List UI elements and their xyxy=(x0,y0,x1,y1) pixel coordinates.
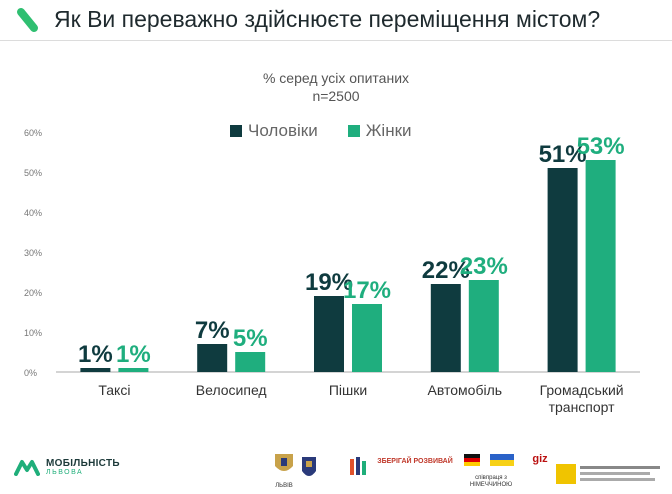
data-label-men: 1% xyxy=(78,341,113,368)
y-tick-label: 60% xyxy=(24,128,42,138)
x-tick-label: Пішки xyxy=(329,382,367,398)
header: Як Ви переважно здійснюєте переміщення м… xyxy=(0,0,672,40)
germany-cooperation-logo: співпраця з НІМЕЧЧИНОЮ xyxy=(460,452,522,488)
bar-women xyxy=(235,352,266,372)
legend-label-men: Чоловіки xyxy=(248,121,318,140)
footer: МОБІЛЬНІСТЬ ЛЬВОВА ЛЬВІВ ЗБЕРІГАЙ РОЗВИВ… xyxy=(0,440,672,489)
data-label-women: 5% xyxy=(233,325,268,352)
lviv-crest-icon xyxy=(275,454,293,471)
legend-item-men: Чоловіки xyxy=(230,121,318,141)
giz-logo-text: giz xyxy=(532,453,548,465)
x-tick-label: Велосипед xyxy=(196,382,267,398)
y-tick-label: 40% xyxy=(24,208,42,218)
y-tick-label: 50% xyxy=(24,168,42,178)
ministry-logo-icon xyxy=(556,464,660,484)
x-tick-label: Таксі xyxy=(98,382,130,398)
data-label-women: 53% xyxy=(577,133,625,160)
giz-logo: giz xyxy=(528,453,552,492)
data-label-women: 17% xyxy=(343,277,391,304)
chart-legend: Чоловіки Жінки xyxy=(230,121,412,141)
brand-mark-icon xyxy=(17,8,38,32)
chart-subtitle: n=2500 xyxy=(312,88,360,104)
bar-chart: 0% 10% 20% 30% 40% 50% 60% 1% 1% Таксі 7% 5% Велосип… xyxy=(24,128,640,415)
legend-item-women: Жінки xyxy=(347,121,412,141)
flags-icon xyxy=(464,454,514,466)
data-label-women: 1% xyxy=(116,341,151,368)
bar-men xyxy=(197,344,228,372)
y-tick-label: 10% xyxy=(24,328,42,338)
page-title: Як Ви переважно здійснюєте переміщення м… xyxy=(54,6,601,32)
y-tick-label: 0% xyxy=(24,368,37,378)
legend-swatch-men xyxy=(230,125,242,137)
zberihai-logo-text: ЗБЕРІГАЙ РОЗВИВАЙ xyxy=(377,458,453,465)
bar-women xyxy=(352,304,382,372)
cities-logo-icon xyxy=(350,457,366,475)
x-tick-label: Автомобіль xyxy=(428,382,503,398)
brand-logo: МОБІЛЬНІСТЬ ЛЬВОВА xyxy=(14,458,120,476)
brand-name: МОБІЛЬНІСТЬ xyxy=(46,458,120,469)
y-tick-label: 30% xyxy=(24,248,42,258)
chart-title: % серед усіх опитаних xyxy=(262,70,410,86)
bar-women xyxy=(468,280,499,372)
bar-women xyxy=(585,160,616,372)
lviv-logo: ЛЬВІВ xyxy=(272,452,296,489)
bar-men xyxy=(547,168,578,372)
brand-sub: ЛЬВОВА xyxy=(46,469,84,476)
data-label-men: 7% xyxy=(195,317,230,344)
zberihai-logo: ЗБЕРІГАЙ РОЗВИВАЙ xyxy=(374,458,456,494)
mobility-logo-icon xyxy=(14,460,40,476)
lviv-logo-text: ЛЬВІВ xyxy=(275,483,293,489)
x-tick-label: транспорт xyxy=(549,399,616,415)
y-tick-label: 20% xyxy=(24,288,42,298)
x-tick-label: Громадський xyxy=(540,382,624,398)
city-council-logo-icon xyxy=(302,457,316,476)
data-label-women: 23% xyxy=(460,253,508,280)
header-divider xyxy=(0,40,672,41)
germany-cooperation-text: співпраця з НІМЕЧЧИНОЮ xyxy=(469,475,513,488)
bar-men xyxy=(314,296,344,372)
bar-men xyxy=(80,368,111,372)
legend-swatch-women xyxy=(347,125,360,137)
legend-label-women: Жінки xyxy=(365,121,412,140)
data-label-men: 19% xyxy=(305,269,353,296)
bar-women xyxy=(118,368,149,372)
bar-men xyxy=(430,284,461,372)
data-label-men: 22% xyxy=(422,257,470,284)
data-label-men: 51% xyxy=(539,141,587,168)
